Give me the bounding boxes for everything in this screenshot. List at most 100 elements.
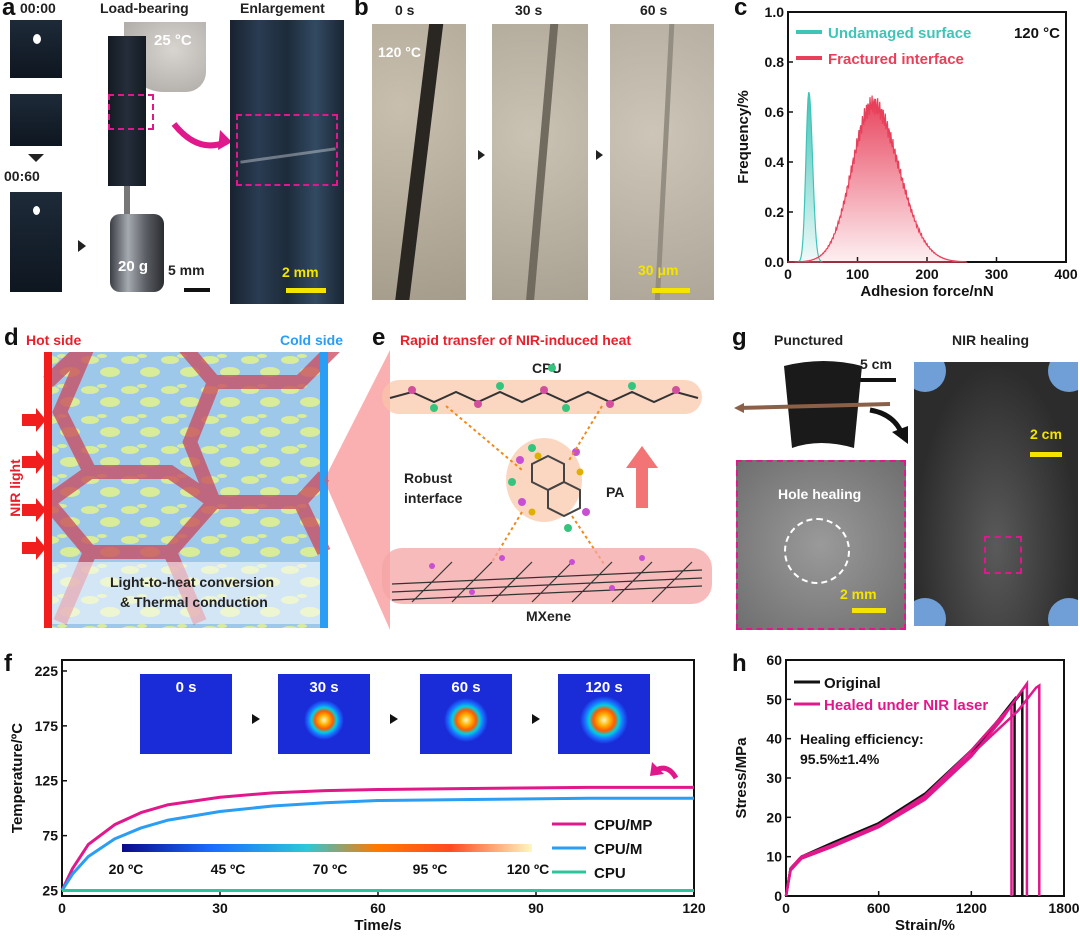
colorbar-label: 120 ºC [507, 861, 549, 877]
nir-healed-film-photo [914, 362, 1078, 626]
temperature-line-cpu-m [60, 796, 694, 892]
nir-light-label: NIR light [6, 459, 23, 517]
histogram-x-tick-label: 0 [784, 266, 792, 282]
stress-strain-y-tick-label: 20 [766, 809, 782, 825]
zoom-wedge [324, 350, 390, 630]
thermal-arrow-icon [532, 714, 540, 724]
stress-strain-x-tick-label: 600 [867, 900, 891, 916]
arrow-icon-b1 [478, 150, 485, 160]
cold-side-label: Cold side [280, 332, 344, 348]
scale-5mm-label: 5 mm [168, 262, 205, 278]
panel-b-label: b [354, 0, 369, 21]
colorbar-label: 95 ºC [413, 861, 448, 877]
micrograph-60s [610, 24, 714, 300]
panel-f-label: f [4, 650, 12, 677]
hole-healing-inset [736, 460, 906, 630]
robust-interface-label-2: interface [404, 490, 463, 506]
hot-side-label: Hot side [26, 332, 82, 348]
sample-strip-cut [10, 94, 62, 146]
scale-bar-5cm [860, 378, 896, 382]
temperature-x-axis-title: Time/s [354, 917, 401, 934]
stress-strain-x-tick-label: 0 [782, 900, 790, 916]
temperature-y-tick-label: 175 [35, 718, 59, 734]
thermal-time-label: 120 s [585, 679, 623, 696]
scale-bar-2mm [286, 288, 326, 293]
right-arrow-icon [78, 240, 86, 252]
time-30s-label: 30 s [515, 2, 543, 18]
cpu-label: CPU [532, 360, 562, 376]
healed-hole-circle [784, 518, 850, 584]
stress-strain-y-tick-label: 50 [766, 691, 782, 707]
conversion-caption-1: Light-to-heat conversion [110, 574, 275, 590]
legend-label: Healed under NIR laser [824, 697, 988, 714]
legend-label: CPU [594, 865, 626, 882]
heat-conduction-illustration [22, 352, 340, 628]
time-start-label: 00:00 [20, 0, 56, 16]
thermal-image-0 [140, 674, 232, 754]
time-60s-label: 60 s [640, 2, 668, 18]
load-bearing-label: Load-bearing [100, 0, 189, 16]
histogram-x-axis-title: Adhesion force/nN [860, 283, 993, 300]
colorbar-label: 20 ºC [109, 861, 144, 877]
temperature-x-tick-label: 120 [682, 900, 706, 916]
temperature-y-axis-title: Temperature/ºC [9, 723, 26, 833]
micrograph-0s [372, 24, 466, 300]
thermal-hotspot [580, 696, 628, 744]
stress-strain-y-tick-label: 30 [766, 770, 782, 786]
time-0s-label: 0 s [395, 2, 415, 18]
healed-area-box [984, 536, 1022, 574]
panel-g-label: g [732, 324, 747, 351]
micrograph-temperature-label: 120 °C [378, 44, 421, 60]
healing-efficiency-value: 95.5%±1.4% [800, 751, 880, 767]
temperature-x-tick-label: 90 [528, 900, 544, 916]
thermal-arrow-icon [390, 714, 398, 724]
temperature-y-tick-label: 25 [42, 883, 58, 899]
panel-e-label: e [372, 324, 386, 351]
panel-c-label: c [734, 0, 748, 21]
histogram-y-tick-label: 0.6 [765, 104, 785, 120]
healing-efficiency-label: Healing efficiency: [800, 731, 924, 747]
stress-strain-chart: 0 600 1200 1800 0 10 20 30 40 50 60 Strain/% Stress/… [733, 652, 1080, 934]
stress-strain-curve-3 [784, 679, 1029, 897]
pa-label: PA [606, 484, 625, 500]
legend-label: Undamaged surface [828, 25, 971, 42]
enlargement-box [236, 114, 338, 186]
punctured-label: Punctured [774, 332, 844, 348]
scale-2mm-label-g: 2 mm [840, 586, 877, 602]
temperature-line-cpu-mp [60, 785, 694, 892]
thermal-time-label: 30 s [309, 679, 338, 696]
histogram-series-undamaged [794, 91, 824, 263]
molecular-interface-illustration [382, 364, 712, 604]
thermal-time-label: 60 s [451, 679, 480, 696]
conversion-caption-2: & Thermal conduction [120, 594, 268, 610]
scale-2mm-label: 2 mm [282, 264, 319, 280]
histogram-y-tick-label: 1.0 [765, 4, 785, 20]
magnify-box [108, 94, 154, 130]
scale-bar-2mm-g [852, 608, 886, 613]
temperature-x-tick-label: 60 [370, 900, 386, 916]
heat-transfer-title: Rapid transfer of NIR-induced heat [400, 332, 632, 348]
thermal-hotspot [304, 700, 344, 740]
panel-h-label: h [732, 650, 747, 677]
thermal-time-label: 0 s [176, 679, 197, 696]
scale-bar-2cm [1030, 452, 1062, 457]
sample-strip-healed [10, 192, 62, 292]
legend-label: Fractured interface [828, 51, 964, 68]
scale-bar-5mm [184, 288, 210, 292]
time-end-label: 00:60 [4, 168, 40, 184]
curved-arrow-icon [869, 407, 908, 444]
adhesion-histogram: 0 100 200 300 400 0.0 0.2 0.4 0.6 0.8 1.0 Adhesion … [735, 4, 1078, 300]
load-bearing-photo [94, 22, 206, 304]
scale-bar-30um [652, 288, 690, 293]
colorbar-label: 70 ºC [313, 861, 348, 877]
mxene-label: MXene [526, 608, 572, 624]
stress-strain-curve-0 [784, 695, 1016, 897]
weight-label: 20 g [118, 258, 149, 275]
histogram-y-axis-title: Frequency/% [735, 90, 752, 183]
histogram-x-tick-label: 200 [915, 266, 939, 282]
thermal-hotspot [444, 698, 488, 742]
panel-d-label: d [4, 324, 19, 351]
scale-2cm-label: 2 cm [1030, 426, 1062, 442]
robust-interface-label-1: Robust [404, 470, 453, 486]
histogram-plot-frame [787, 11, 1067, 263]
